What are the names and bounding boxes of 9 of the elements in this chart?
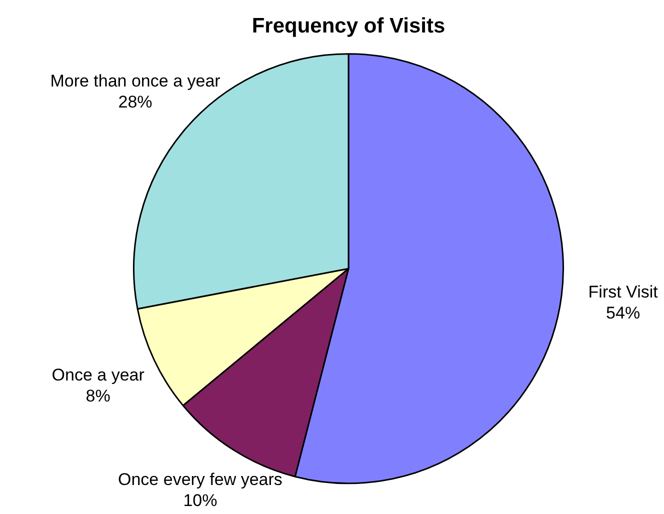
slice-label: More than once a year: [50, 71, 221, 90]
slice-label: First Visit: [588, 282, 658, 302]
slice-label: Once a year: [52, 366, 145, 385]
data-label: 54%: [606, 303, 640, 322]
slice-label: Once every few years: [118, 470, 282, 490]
data-label: 10%: [183, 491, 218, 510]
data-label: 8%: [86, 386, 110, 406]
chart-title: Frequency of Visits: [252, 14, 446, 38]
data-label: 28%: [118, 92, 152, 112]
